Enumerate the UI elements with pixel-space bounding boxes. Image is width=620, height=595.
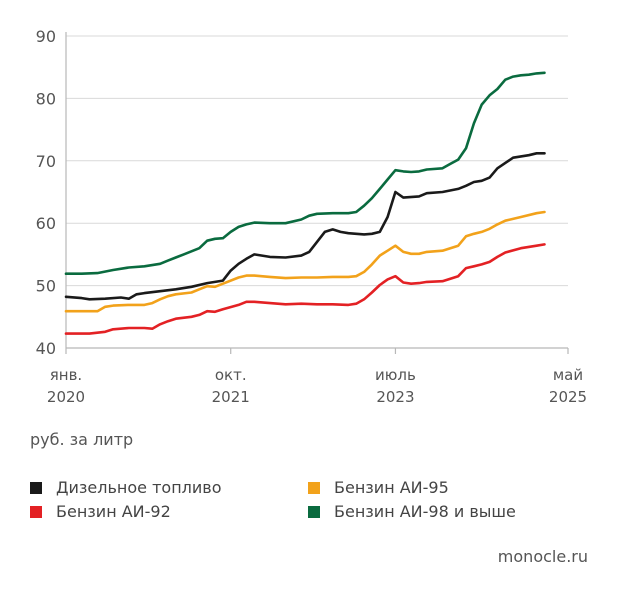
x-tick-label-2-line1: июль bbox=[375, 366, 416, 384]
y-axis-unit-label: руб. за литр bbox=[30, 430, 134, 449]
series-lines bbox=[64, 71, 546, 335]
x-tick-label-1-line2: 2021 bbox=[212, 388, 250, 406]
y-tick-label-80: 80 bbox=[36, 89, 56, 108]
legend-item-diesel: Дизельное топливо bbox=[30, 478, 222, 497]
legend-swatch-diesel bbox=[30, 481, 42, 494]
legend-swatch-ai92 bbox=[30, 505, 42, 518]
legend-swatch-ai95 bbox=[308, 481, 320, 494]
axes bbox=[65, 32, 569, 354]
series-line-2 bbox=[64, 210, 546, 313]
y-tick-label-40: 40 bbox=[36, 339, 56, 358]
source-credit: monocle.ru bbox=[497, 547, 588, 566]
series-line-3 bbox=[64, 71, 546, 275]
legend-item-ai98: Бензин АИ-98 и выше bbox=[308, 502, 516, 521]
y-tick-label-60: 60 bbox=[36, 214, 56, 233]
gridlines bbox=[66, 35, 568, 287]
legend-swatch-ai98 bbox=[308, 505, 320, 518]
legend-label-ai92: Бензин АИ-92 bbox=[56, 502, 171, 521]
x-tick-label-0-line1: янв. bbox=[50, 366, 82, 384]
legend-label-ai95: Бензин АИ-95 bbox=[334, 478, 449, 497]
legend-label-ai98: Бензин АИ-98 и выше bbox=[334, 502, 516, 521]
x-tick-label-3-line1: май bbox=[553, 366, 583, 384]
line-chart: 40 50 60 70 80 90 янв. 2020 окт. 2021 июль 2023 май 2… bbox=[36, 27, 587, 406]
legend-item-ai95: Бензин АИ-95 bbox=[308, 478, 449, 497]
tick-labels: 40 50 60 70 80 90 янв. 2020 окт. 2021 июль 2023 май 2… bbox=[36, 27, 587, 406]
y-tick-label-70: 70 bbox=[36, 152, 56, 171]
x-tick-label-2-line2: 2023 bbox=[376, 388, 414, 406]
y-tick-label-90: 90 bbox=[36, 27, 56, 46]
x-tick-label-0-line2: 2020 bbox=[47, 388, 85, 406]
legend-item-ai92: Бензин АИ-92 bbox=[30, 502, 171, 521]
x-tick-label-3-line2: 2025 bbox=[549, 388, 587, 406]
series-line-1 bbox=[64, 243, 546, 335]
legend-label-diesel: Дизельное топливо bbox=[56, 478, 222, 497]
x-tick-label-1-line1: окт. bbox=[215, 366, 247, 384]
y-tick-label-50: 50 bbox=[36, 277, 56, 296]
series-line-0 bbox=[64, 152, 546, 301]
